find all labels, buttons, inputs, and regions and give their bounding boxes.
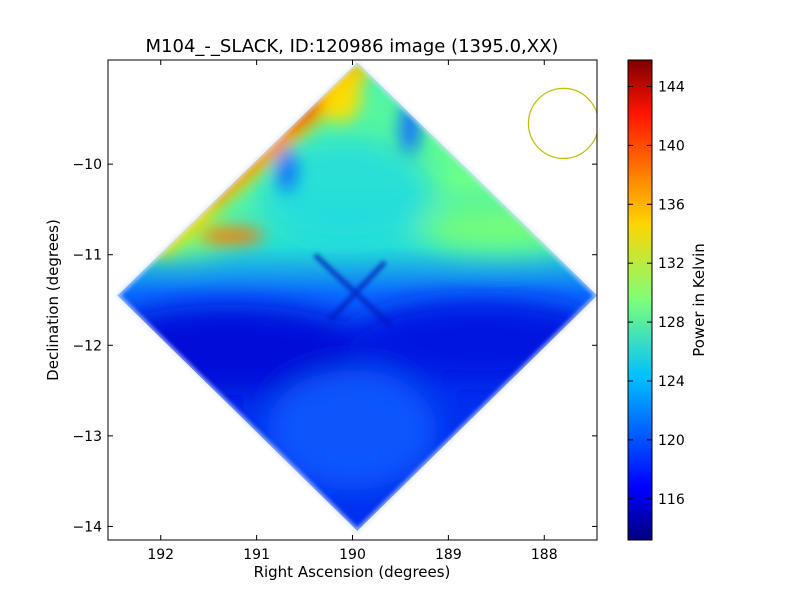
colorbar-tick-label: 136 bbox=[658, 197, 685, 213]
colorbar-tick-label: 120 bbox=[658, 433, 685, 449]
colorbar-tick-label: 124 bbox=[658, 374, 685, 390]
colorbar-tick-label: 132 bbox=[658, 256, 685, 272]
right-green-band bbox=[420, 208, 580, 252]
cross-line-a bbox=[313, 253, 392, 327]
colorbar-tick-label: 116 bbox=[658, 492, 685, 508]
colorbar-tick-label: 128 bbox=[658, 315, 685, 331]
y-tick-label: −12 bbox=[72, 338, 102, 354]
cool-spot-right bbox=[400, 102, 420, 154]
x-tick-label: 190 bbox=[339, 547, 366, 563]
lower-lobe bbox=[267, 370, 437, 490]
y-tick-label: −11 bbox=[72, 248, 102, 264]
x-tick-label: 189 bbox=[435, 547, 462, 563]
cross-line-b bbox=[328, 260, 387, 322]
y-tick-label: −10 bbox=[72, 157, 102, 173]
map-edge bbox=[115, 60, 597, 534]
chart-title: M104_-_SLACK, ID:120986 image (1395.0,XX… bbox=[146, 36, 559, 57]
center-cyan bbox=[255, 135, 435, 245]
x-tick-label: 188 bbox=[531, 547, 558, 563]
colorbar bbox=[627, 59, 653, 541]
colorbar-tick-label: 144 bbox=[658, 80, 685, 96]
x-tick-label: 192 bbox=[147, 547, 174, 563]
y-tick-label: −14 bbox=[72, 519, 102, 535]
cold-band-right bbox=[350, 300, 597, 380]
x-axis-label: Right Ascension (degrees) bbox=[254, 563, 451, 581]
y-axis-ticks: −10 −11 −12 −13 −14 bbox=[72, 157, 597, 535]
x-tick-label: 191 bbox=[243, 547, 270, 563]
heatmap-image bbox=[115, 60, 597, 534]
colorbar-label: Power in Kelvin bbox=[690, 243, 708, 357]
beam-circle bbox=[527, 87, 597, 159]
warm-spot bbox=[200, 228, 264, 244]
x-axis-ticks: 192 191 190 189 188 bbox=[147, 60, 558, 563]
colorbar-ticks: 116 120 124 128 132 136 140 144 bbox=[628, 80, 685, 508]
y-axis-label: Declination (degrees) bbox=[44, 219, 62, 381]
y-tick-label: −13 bbox=[72, 429, 102, 445]
colorbar-tick-label: 140 bbox=[658, 138, 685, 154]
cool-spot-left bbox=[277, 148, 297, 192]
